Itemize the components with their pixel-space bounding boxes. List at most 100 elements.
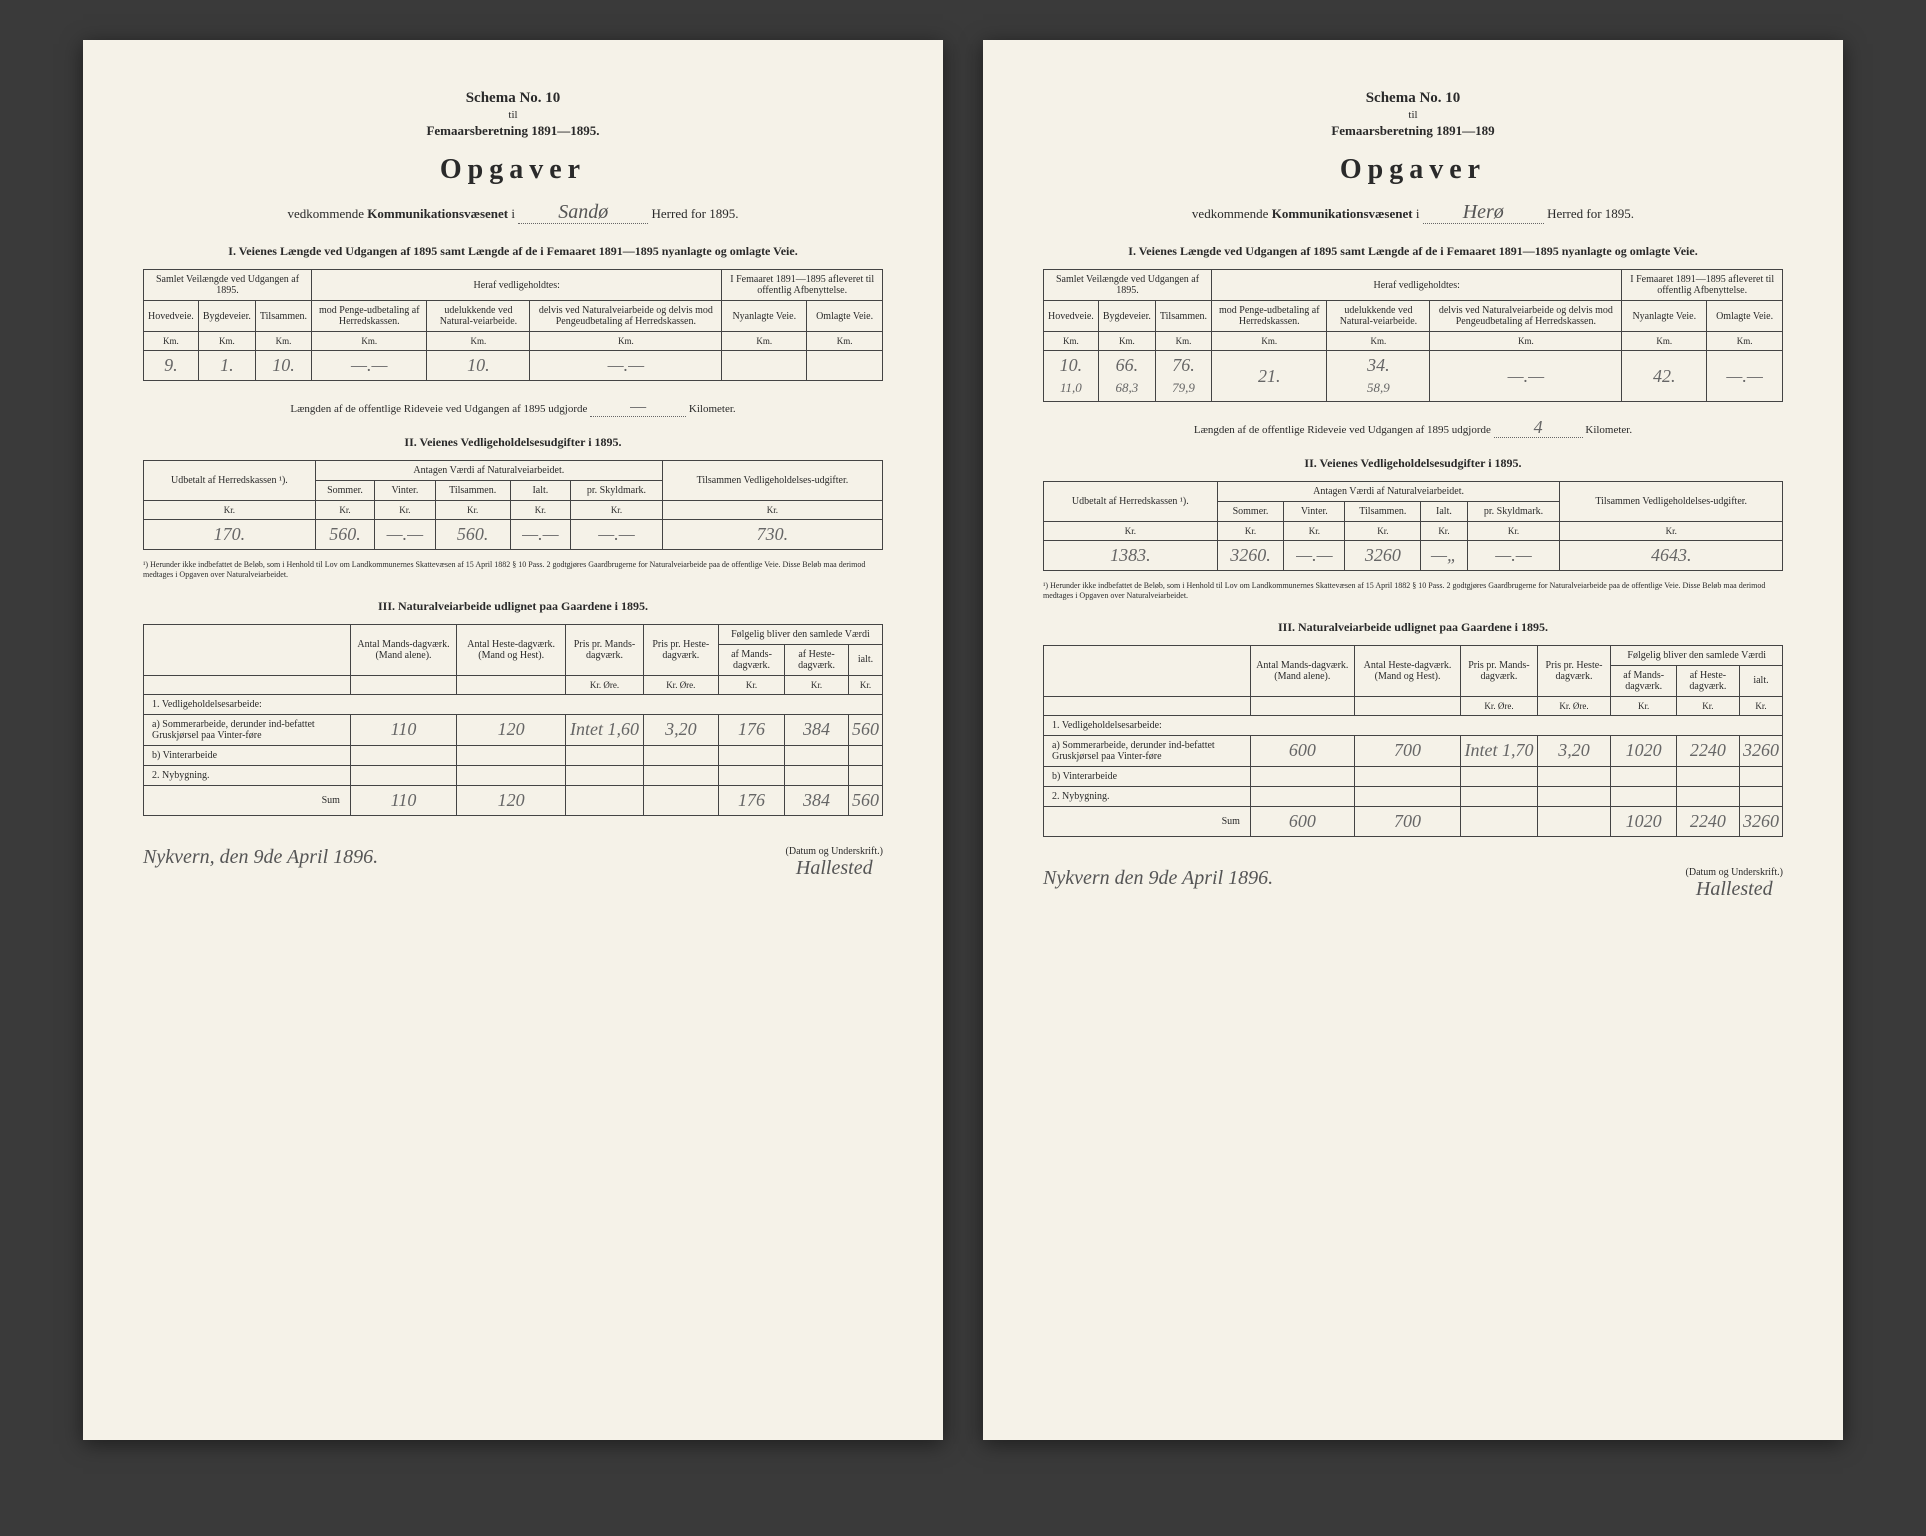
footnote-1: ¹) Herunder ikke indbefattet de Beløb, s…	[143, 560, 883, 581]
t1-d7: 42.	[1622, 351, 1707, 402]
subhead-pre: vedkommende	[287, 206, 364, 221]
t3-kr: Kr.	[785, 675, 849, 694]
table-1: Samlet Veilængde ved Udgangen af 1895. H…	[1043, 269, 1783, 402]
t2-d5: —„	[1421, 541, 1467, 571]
t2-kr: Kr.	[1421, 522, 1467, 541]
t3-ra6: 384	[785, 714, 849, 745]
t2-kr: Kr.	[1467, 522, 1560, 541]
t1-km: Km.	[198, 332, 255, 351]
lengde-line: Længden af de offentlige Rideveie ved Ud…	[1043, 417, 1783, 438]
t1-c7: Nyanlagte Veie.	[1622, 301, 1707, 332]
lengde-text: Længden af de offentlige Rideveie ved Ud…	[1194, 424, 1491, 436]
t1-c6: delvis ved Naturalveiarbeide og delvis m…	[530, 301, 722, 332]
t2-h-ant: Antagen Værdi af Naturalveiarbeidet.	[1217, 482, 1560, 502]
district-name: Herø	[1423, 201, 1544, 224]
t3-ore: Øre.	[1498, 701, 1514, 711]
t2-h-tils: Tilsammen Vedligeholdelses-udgifter.	[1560, 482, 1783, 522]
t3-ore: Øre.	[1573, 701, 1589, 711]
section-3-title: III. Naturalveiarbeide udlignet paa Gaar…	[143, 599, 883, 614]
t1-km: Km.	[1327, 332, 1430, 351]
datum-label: (Datum og Underskrift.)	[1686, 867, 1783, 878]
t2-kr: Kr.	[571, 501, 663, 520]
t3-c-folg: Følgelig bliver den samlede Værdi	[1611, 645, 1783, 665]
section-1-title: I. Veienes Længde ved Udgangen af 1895 s…	[143, 244, 883, 259]
table-3: Antal Mands-dagværk. (Mand alene). Antal…	[1043, 645, 1783, 837]
t3-s4	[1537, 806, 1611, 836]
til-label: til	[143, 109, 883, 121]
footer: Nykvern, den 9de April 1896. (Datum og U…	[143, 846, 883, 880]
t1-d1: 10.11,0	[1044, 351, 1099, 402]
t1-km: Km.	[312, 332, 427, 351]
t3-ra3: Intet 1,70	[1461, 735, 1537, 766]
t3-s1: 600	[1250, 806, 1354, 836]
t3-row1a: a) Sommerarbeide, derunder ind-befattet …	[144, 714, 351, 745]
lengde-line: Længden af de offentlige Rideveie ved Ud…	[143, 396, 883, 417]
t2-h-tils: Tilsammen Vedligeholdelses-udgifter.	[662, 461, 882, 501]
schema-number: Schema No. 10	[1043, 90, 1783, 107]
t3-s2: 120	[457, 785, 566, 815]
t3-ra5: 1020	[1611, 735, 1676, 766]
t3-c-mands: Antal Mands-dagværk. (Mand alene).	[350, 624, 456, 675]
t1-c8: Omlagte Veie.	[1707, 301, 1783, 332]
t3-s7: 560	[848, 785, 882, 815]
t1-c4: mod Penge-udbetaling af Herredskassen.	[312, 301, 427, 332]
table-2: Udbetalt af Herredskassen ¹). Antagen Væ…	[143, 460, 883, 550]
t3-kr: Kr.	[718, 675, 784, 694]
t1-km: Km.	[1707, 332, 1783, 351]
t2-kr: Kr.	[144, 501, 316, 520]
t1-d6: —.—	[1430, 351, 1622, 402]
t3-c-ialt: ialt.	[1739, 665, 1782, 696]
lengde-text: Længden af de offentlige Rideveie ved Ud…	[290, 403, 587, 415]
t2-kr: Kr.	[315, 501, 374, 520]
date-place: Nykvern, den 9de April 1896.	[143, 846, 378, 880]
t2-d7: 730.	[662, 520, 882, 550]
t2-kr: Kr.	[1560, 522, 1783, 541]
t2-c-som: Sommer.	[1217, 502, 1284, 522]
t1-d6: —.—	[530, 351, 722, 381]
t2-kr: Kr.	[662, 501, 882, 520]
t1-c3: Tilsammen.	[1155, 301, 1211, 332]
t3-ra7: 3260	[1739, 735, 1782, 766]
femaar-label: Femaarsberetning 1891—1895.	[143, 123, 883, 139]
t1-km: Km.	[722, 332, 807, 351]
t2-d7: 4643.	[1560, 541, 1783, 571]
t1-d2: 66.68,3	[1098, 351, 1155, 402]
t1-c7: Nyanlagte Veie.	[722, 301, 807, 332]
t2-d6: —.—	[571, 520, 663, 550]
t1-c5: udelukkende ved Natural-veiarbeide.	[427, 301, 530, 332]
t3-s2: 700	[1354, 806, 1461, 836]
t3-kr: Kr.	[1611, 696, 1676, 715]
t2-kr: Kr.	[1217, 522, 1284, 541]
t2-d4: 560.	[435, 520, 510, 550]
subhead-i: i	[1416, 206, 1420, 221]
subhead-pre: vedkommende	[1192, 206, 1269, 221]
table-3: Antal Mands-dagværk. (Mand alene). Antal…	[143, 624, 883, 816]
t1-d4: 21.	[1212, 351, 1327, 402]
t2-c-tils: Tilsammen.	[1345, 502, 1421, 522]
t1-km: Km.	[1430, 332, 1622, 351]
t3-s6: 384	[785, 785, 849, 815]
t2-c-pr: pr. Skyldmark.	[571, 481, 663, 501]
t1-d2: 1.	[198, 351, 255, 381]
t1-km: Km.	[427, 332, 530, 351]
t3-c-afh: af Heste-dagværk.	[1676, 665, 1739, 696]
opgaver-title: Opgaver	[1043, 154, 1783, 186]
t1-km: Km.	[1212, 332, 1327, 351]
table-2: Udbetalt af Herredskassen ¹). Antagen Væ…	[1043, 481, 1783, 571]
subhead-post: Herred for 1895.	[1547, 206, 1634, 221]
t1-h-samlet: Samlet Veilængde ved Udgangen af 1895.	[1044, 270, 1212, 301]
til-label: til	[1043, 109, 1783, 121]
t3-kr: Kr.	[1739, 696, 1782, 715]
t2-d2: 560.	[315, 520, 374, 550]
t1-d1: 9.	[144, 351, 199, 381]
t3-s5: 176	[718, 785, 784, 815]
t2-d1: 1383.	[1044, 541, 1218, 571]
t3-kr: Kr.	[1676, 696, 1739, 715]
page-header: Schema No. 10 til Femaarsberetning 1891—…	[1043, 90, 1783, 224]
t2-d1: 170.	[144, 520, 316, 550]
t2-c-tils: Tilsammen.	[435, 481, 510, 501]
t2-d2: 3260.	[1217, 541, 1284, 571]
t3-row1b: b) Vinterarbeide	[1044, 766, 1251, 786]
footer: Nykvern den 9de April 1896. (Datum og Un…	[1043, 867, 1783, 901]
signature: Hallested	[786, 857, 883, 880]
